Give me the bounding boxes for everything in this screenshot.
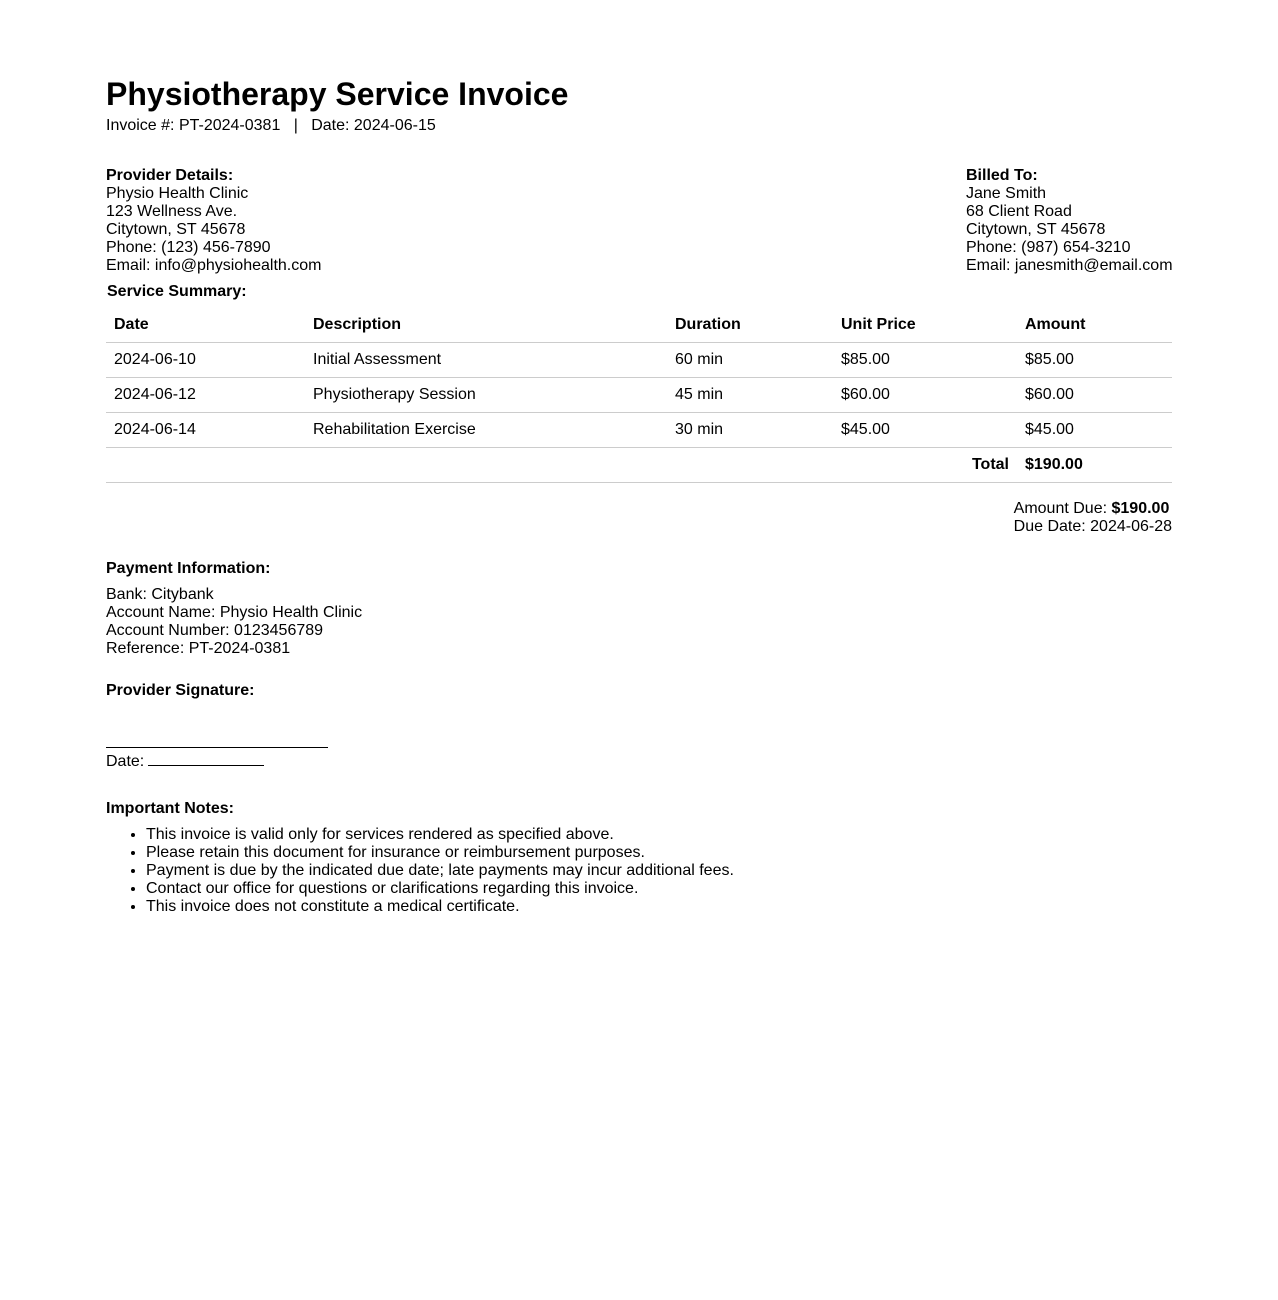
page-title: Physiotherapy Service Invoice	[106, 76, 569, 112]
billed-to: Billed To: Jane Smith 68 Client Road Cit…	[966, 167, 1173, 275]
service-summary-heading: Service Summary:	[107, 283, 247, 300]
signature-date-label: Date:	[106, 753, 145, 770]
invoice-number-label: Invoice #:	[106, 117, 175, 134]
total-row: Total $190.00	[106, 447, 1172, 483]
table-row: 2024-06-10 Initial Assessment 60 min $85…	[106, 342, 1172, 378]
cell-unit-price: $85.00	[833, 342, 1017, 378]
column-header: Duration	[667, 308, 833, 343]
provider-name: Physio Health Clinic	[106, 185, 249, 202]
payment-reference: Reference: PT-2024-0381	[106, 640, 291, 657]
billed-heading: Billed To:	[966, 167, 1038, 184]
cell-duration: 45 min	[667, 377, 833, 413]
invoice-date: 2024-06-15	[353, 117, 436, 134]
cell-description: Physiotherapy Session	[305, 377, 667, 413]
cell-unit-price: $60.00	[833, 377, 1017, 413]
payment-account-name: Account Name: Physio Health Clinic	[106, 604, 363, 621]
due-date-label: Due Date:	[1013, 518, 1086, 535]
cell-description: Initial Assessment	[305, 342, 667, 378]
invoice-date-label: Date:	[311, 117, 350, 134]
cell-duration: 30 min	[667, 412, 833, 448]
notes-heading: Important Notes:	[106, 800, 234, 817]
column-header: Amount	[1017, 308, 1172, 343]
cell-description: Rehabilitation Exercise	[305, 412, 667, 448]
signature-line	[106, 747, 328, 748]
amount-due: Amount Due: $190.00 Due Date: 2024-06-28	[1014, 500, 1172, 536]
invoice-number: PT-2024-0381	[178, 117, 281, 134]
list-item: This invoice is valid only for services …	[146, 826, 734, 844]
provider-phone: Phone: (123) 456-7890	[106, 239, 271, 256]
notes-list: This invoice is valid only for services …	[106, 826, 734, 916]
due-date-value: 2024-06-28	[1090, 518, 1172, 535]
cell-duration: 60 min	[667, 342, 833, 378]
payment-bank: Bank: Citybank	[106, 586, 214, 603]
list-item: Contact our office for questions or clar…	[146, 880, 734, 898]
amount-due-label: Amount Due:	[1013, 500, 1108, 517]
payment-information: Payment Information: Bank: Citybank Acco…	[106, 560, 362, 658]
column-header: Unit Price	[833, 308, 1017, 343]
list-item: Please retain this document for insuranc…	[146, 844, 734, 862]
cell-date: 2024-06-12	[106, 377, 305, 413]
provider-email: Email: info@physiohealth.com	[106, 257, 322, 274]
cell-date: 2024-06-10	[106, 342, 305, 378]
cell-date: 2024-06-14	[106, 412, 305, 448]
provider-heading: Provider Details:	[106, 167, 234, 184]
client-city: Citytown, ST 45678	[966, 221, 1106, 238]
service-table: Date Description Duration Unit Price Amo…	[106, 308, 1172, 483]
signature-date: Date:	[106, 750, 265, 771]
amount-due-value: $190.00	[1111, 500, 1170, 517]
client-name: Jane Smith	[966, 185, 1047, 202]
table-row: 2024-06-14 Rehabilitation Exercise 30 mi…	[106, 412, 1172, 448]
list-item: Payment is due by the indicated due date…	[146, 862, 734, 880]
provider-address: 123 Wellness Ave.	[106, 203, 238, 220]
separator: |	[293, 117, 298, 134]
invoice-meta: Invoice #: PT-2024-0381 | Date: 2024-06-…	[106, 117, 436, 135]
client-phone: Phone: (987) 654-3210	[966, 239, 1131, 256]
total-label: Total	[106, 447, 1017, 483]
total-value: $190.00	[1017, 447, 1172, 483]
cell-amount: $60.00	[1017, 377, 1172, 413]
cell-unit-price: $45.00	[833, 412, 1017, 448]
column-header: Description	[305, 308, 667, 343]
signature-date-line	[148, 750, 265, 766]
provider-city: Citytown, ST 45678	[106, 221, 246, 238]
client-email: Email: janesmith@email.com	[966, 257, 1173, 274]
table-header: Date Description Duration Unit Price Amo…	[106, 308, 1172, 343]
client-address: 68 Client Road	[966, 203, 1072, 220]
cell-amount: $85.00	[1017, 342, 1172, 378]
signature-heading: Provider Signature:	[106, 682, 255, 699]
important-notes: Important Notes: This invoice is valid o…	[106, 800, 734, 916]
column-header: Date	[106, 308, 305, 343]
payment-account-number: Account Number: 0123456789	[106, 622, 324, 639]
payment-heading: Payment Information:	[106, 560, 271, 577]
cell-amount: $45.00	[1017, 412, 1172, 448]
list-item: This invoice does not constitute a medic…	[146, 898, 734, 916]
table-row: 2024-06-12 Physiotherapy Session 45 min …	[106, 377, 1172, 413]
provider-details: Provider Details: Physio Health Clinic 1…	[106, 167, 321, 275]
